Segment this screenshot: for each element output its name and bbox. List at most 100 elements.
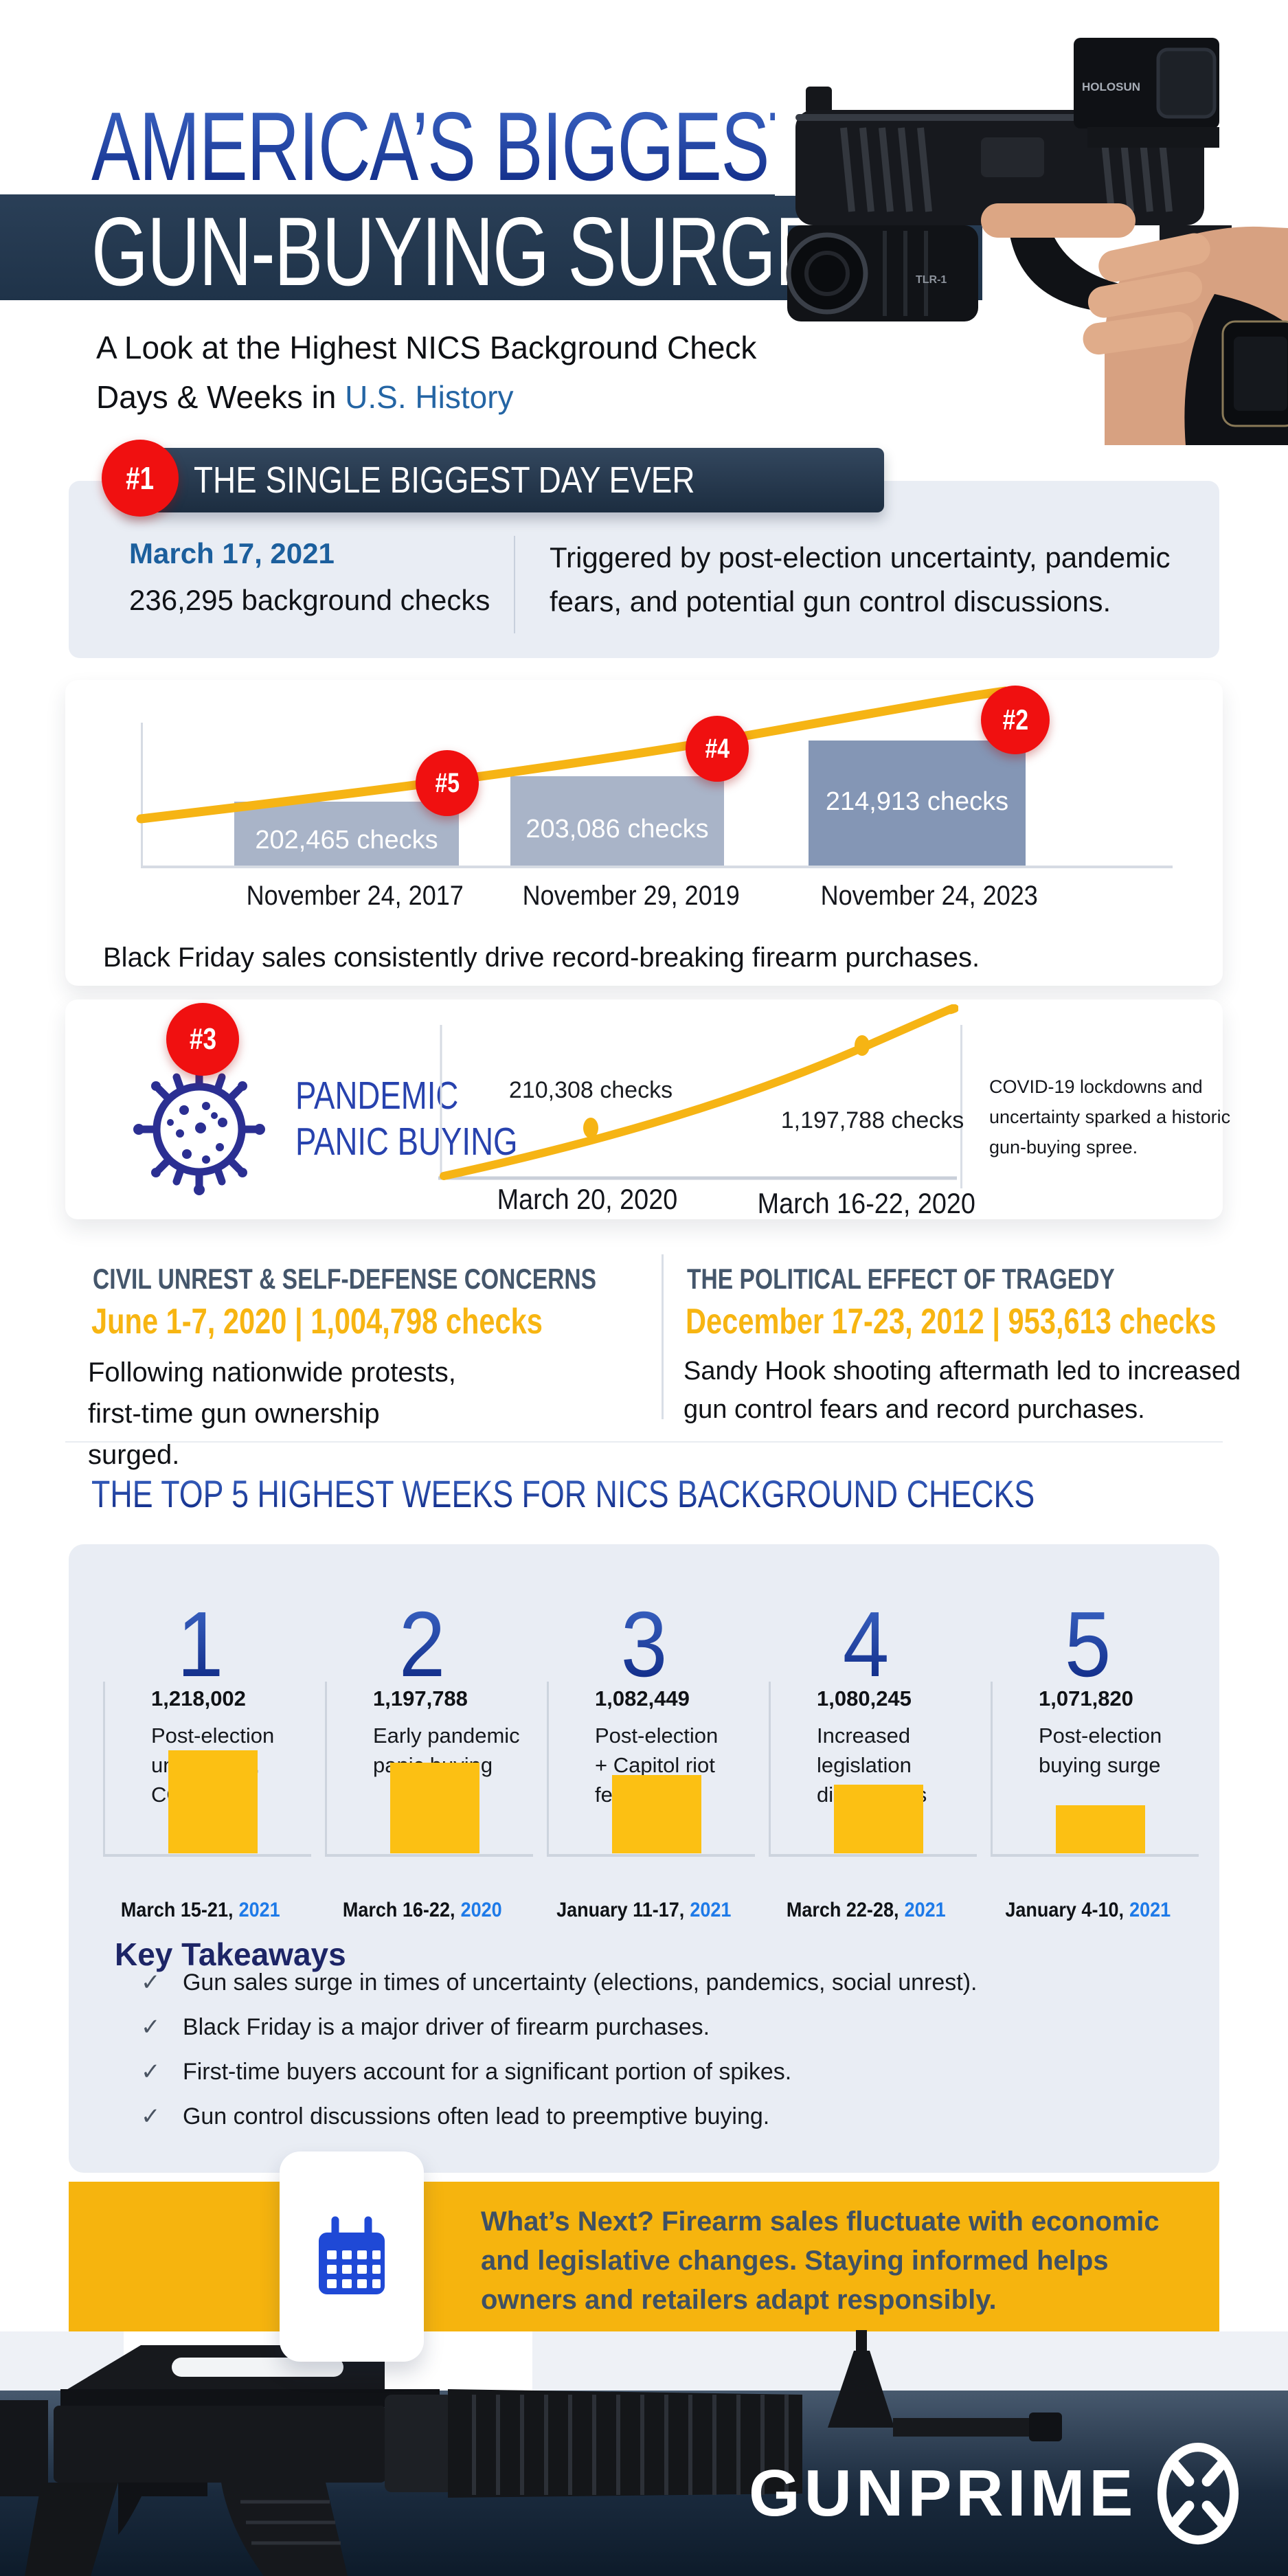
virus-icon [133,1063,265,1195]
rifle-photo [0,2330,1062,2576]
top5-bar-2 [390,1763,479,1853]
bf-bar-3 [809,741,1026,866]
top5-axis-x-3 [547,1854,755,1857]
single-day-banner: THE SINGLE BIGGEST DAY EVER [122,448,884,512]
rank-badge-5: #5 [416,750,479,816]
top5-desc-5: Post-election buying surge [1039,1724,1162,1777]
bf-date-3: November 24, 2023 [820,881,1038,911]
crosshair-icon [1157,2442,1239,2545]
top5-rank-5: 5 [1064,1592,1111,1696]
top5-rank-4: 4 [842,1592,890,1696]
top5-date-2: March 16-22, 2020 [342,1899,502,1921]
event-left-description: Following nationwide protests, first-tim… [88,1357,456,1470]
top5-title: THE TOP 5 HIGHEST WEEKS FOR NICS BACKGRO… [91,1472,1035,1515]
pandemic-point1-label: 210,308 checks [508,1077,673,1103]
rank-badge-2: #2 [981,686,1050,754]
bf-bar-2 [510,776,724,866]
bf-bar-2-label: 203,086 checks [526,815,709,844]
event-left-stat: June 1-7, 2020 | 1,004,798 checks [91,1302,543,1342]
bf-bar-1-label: 202,465 checks [255,826,438,855]
top5-date-3: January 11-17, 2021 [556,1899,732,1921]
event-left-title: CIVIL UNREST & SELF-DEFENSE CONCERNS [93,1263,597,1295]
top5-rank-3: 3 [620,1592,668,1696]
bf-caption: Black Friday sales consistently drive re… [103,942,980,973]
svg-text:TLR-1: TLR-1 [916,274,947,286]
bf-bar-3-label: 214,913 checks [825,787,1009,816]
top5-date-4: March 22-28, 2021 [786,1899,946,1921]
top5-date-1: March 15-21, 2021 [120,1899,280,1921]
bf-trend-line [136,686,1010,824]
check-icon: ✓ [141,2059,161,2085]
top5-axis-x-5 [991,1854,1199,1857]
top5-card [69,1544,1219,2173]
top5-bar-5 [1056,1805,1145,1853]
rank-badge-4: #4 [686,716,749,782]
bf-axis-y [141,723,143,868]
top5-bar-1 [168,1750,258,1853]
subtitle-line2: Days & Weeks in U.S. History [96,379,514,415]
bf-date-1: November 24, 2017 [246,881,464,911]
takeaway-item-3: ✓ First-time buyers account for a signif… [141,2059,792,2085]
takeaway-item-1: ✓ Gun sales surge in times of uncertaint… [141,1969,978,1996]
bf-bar-1 [234,802,459,866]
footer-logo-text: GUNPRIME [749,2456,1138,2530]
pandemic-date-1: March 20, 2020 [497,1183,678,1215]
subtitle-line1: A Look at the Highest NICS Background Ch… [96,330,757,365]
page-title-line2: GUN-BUYING SURGES [91,197,872,306]
pandemic-card [65,999,1223,1219]
top5-axis-x-2 [325,1854,533,1857]
top5-axis-y-2 [325,1682,327,1856]
top5-axis-y-4 [769,1682,771,1856]
top5-value-1: 1,218,002 [151,1686,246,1710]
whats-next-banner [69,2182,1219,2331]
footer-logo: GUNPRIME [749,2432,1257,2555]
event-right-stat: December 17-23, 2012 | 953,613 checks [686,1302,1217,1342]
top5-value-2: 1,197,788 [373,1686,468,1710]
check-icon: ✓ [141,2014,161,2040]
whats-next-text: What’s Next? Firearm sales fluctuate wit… [481,2206,1160,2315]
pandemic-date-2: March 16-22, 2020 [757,1187,975,1219]
takeaways-title: Key Takeaways [115,1936,346,1972]
single-day-divider [514,536,515,633]
top5-bar-3 [612,1775,701,1853]
top5-axis-y-3 [547,1682,549,1856]
rank-badge-3: #3 [166,1003,239,1076]
top5-axis-x-1 [103,1854,311,1857]
pandemic-description: COVID-19 lockdowns and uncertainty spark… [989,1076,1231,1157]
check-icon: ✓ [141,1969,161,1996]
calendar-icon [319,2216,385,2294]
svg-text:HOLOSUN: HOLOSUN [1082,80,1140,93]
subtitle: A Look at the Highest NICS Background Ch… [96,323,756,422]
rank-badge-1: #1 [102,440,179,517]
top5-axis-x-4 [769,1854,977,1857]
single-day-banner-title: THE SINGLE BIGGEST DAY EVER [194,460,695,501]
section-divider [65,1441,1223,1443]
bf-axis-x [141,866,1173,868]
top5-rank-2: 2 [398,1592,446,1696]
top5-value-3: 1,082,449 [595,1686,690,1710]
top5-axis-y-5 [991,1682,993,1856]
bf-date-2: November 29, 2019 [522,881,740,911]
pandemic-line-chart [438,1004,958,1180]
top5-rank-1: 1 [177,1592,224,1696]
top5-value-4: 1,080,245 [817,1686,912,1710]
subtitle-highlight: U.S. History [345,379,514,415]
pandemic-title: PANDEMIC PANIC BUYING [295,1074,518,1164]
single-day-date: March 17, 2021 [129,537,335,569]
pandemic-divider [960,1025,962,1188]
single-day-value: 236,295 background checks [129,584,490,616]
top5-bar-4 [834,1785,923,1853]
top5-value-5: 1,071,820 [1039,1686,1133,1710]
pandemic-point2-label: 1,197,788 checks [780,1107,964,1133]
top5-date-5: January 4-10, 2021 [1005,1899,1171,1921]
events-divider [662,1254,664,1419]
single-day-description: Triggered by post-election uncertainty, … [550,541,1171,618]
event-right-title: THE POLITICAL EFFECT OF TRAGEDY [687,1263,1115,1295]
takeaway-item-4: ✓ Gun control discussions often lead to … [141,2103,770,2129]
top5-axis-y-1 [103,1682,105,1856]
event-right-description: Sandy Hook shooting aftermath led to inc… [683,1357,1241,1424]
page-title-line1: AMERICA’S BIGGEST [91,92,813,201]
takeaway-item-2: ✓ Black Friday is a major driver of fire… [141,2014,710,2040]
check-icon: ✓ [141,2103,161,2129]
